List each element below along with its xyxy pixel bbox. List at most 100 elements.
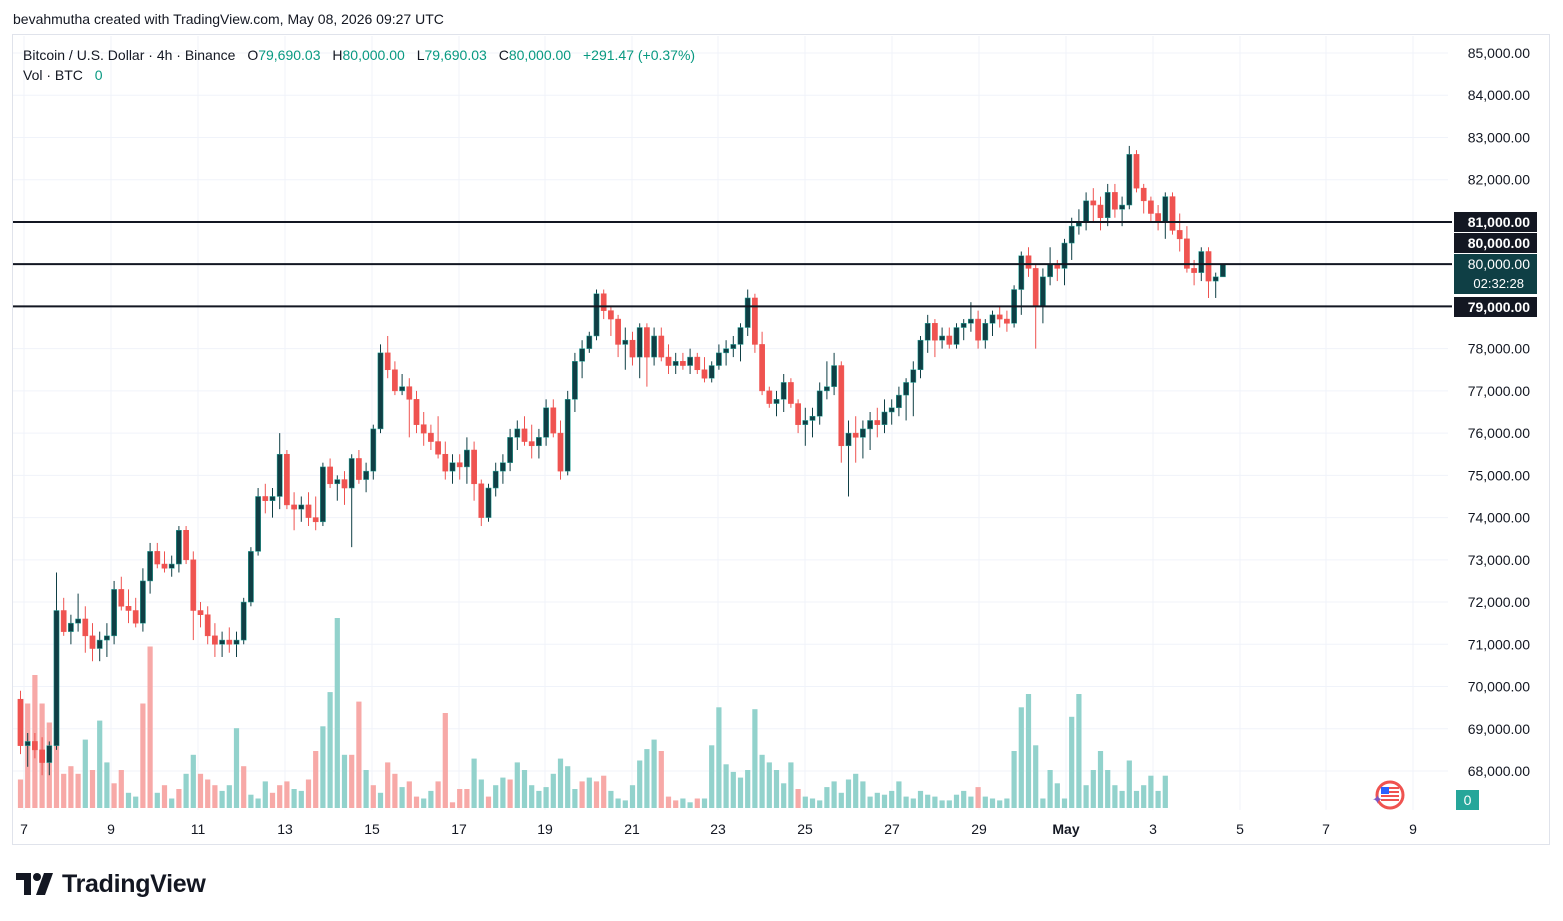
candle: [154, 542, 161, 569]
candle: [586, 331, 593, 353]
volume-bars: [17, 618, 1168, 808]
current-price-tag: [1454, 254, 1537, 294]
volume-bar: [61, 773, 67, 808]
candle-body: [168, 563, 175, 569]
high-value: 80,000.00: [342, 47, 405, 63]
volume-bar: [262, 781, 268, 808]
candle: [665, 344, 672, 374]
candle-body: [824, 386, 830, 392]
volume-bar: [896, 781, 902, 808]
volume-bar: [1162, 775, 1168, 808]
candle: [1148, 196, 1154, 222]
candle: [305, 492, 312, 527]
volume-label[interactable]: Vol · BTC: [23, 67, 83, 83]
volume-bar: [392, 773, 398, 808]
candle-body: [17, 698, 24, 746]
tradingview-logo[interactable]: TradingView: [16, 868, 206, 900]
candle-body: [111, 589, 117, 637]
candle: [910, 361, 917, 417]
candle: [46, 741, 53, 776]
x-tick-label: 23: [710, 821, 726, 837]
candle: [226, 627, 233, 653]
x-tick-label: 15: [364, 821, 380, 837]
candle-body: [1083, 200, 1089, 223]
candle: [327, 458, 333, 489]
candle: [816, 382, 823, 425]
candle-body: [82, 618, 89, 637]
volume-bar: [298, 790, 304, 808]
candle-body: [608, 310, 614, 320]
y-tick-label: 85,000.00: [1468, 45, 1530, 61]
candle-body: [226, 639, 233, 645]
candle: [82, 606, 89, 653]
volume-bar: [1112, 785, 1118, 808]
candle: [219, 631, 225, 657]
candle: [435, 416, 441, 459]
candle-body: [449, 462, 456, 472]
candle-body: [1220, 263, 1226, 278]
candle-body: [1162, 196, 1169, 223]
candle: [392, 361, 398, 396]
volume-bar: [89, 770, 96, 808]
candle: [428, 424, 434, 451]
volume-bar: [680, 798, 686, 808]
candle: [543, 399, 549, 446]
chart-legend: Bitcoin / U.S. Dollar · 4h · Binance O79…: [23, 45, 695, 85]
candle-body: [932, 323, 938, 341]
volume-bar: [255, 798, 261, 808]
chart-grid: [13, 36, 1448, 810]
volume-bar: [867, 796, 873, 808]
candle-body: [903, 382, 909, 396]
candle-body: [370, 428, 377, 472]
candle-body: [341, 479, 348, 489]
volume-bar: [226, 785, 232, 808]
volume-bar: [118, 770, 124, 808]
volume-bar: [399, 787, 405, 808]
candle: [370, 424, 377, 480]
candle-body: [75, 618, 81, 624]
volume-bar: [629, 785, 636, 808]
candle: [622, 327, 629, 370]
us-flag-icon[interactable]: ✦: [1372, 780, 1405, 810]
symbol-label[interactable]: Bitcoin / U.S. Dollar · 4h · Binance: [23, 47, 236, 63]
x-tick-label: 5: [1236, 821, 1244, 837]
candle-body: [874, 420, 881, 425]
volume-bar: [1040, 798, 1046, 808]
candle: [132, 597, 139, 628]
candle: [953, 323, 960, 349]
candle-body: [96, 639, 103, 649]
volume-bar: [435, 781, 441, 808]
candle-body: [896, 394, 902, 409]
candle-body: [752, 297, 758, 345]
candle: [744, 289, 751, 336]
volume-bar: [579, 781, 585, 808]
volume-bar: [716, 707, 722, 808]
volume-bar: [1148, 775, 1154, 808]
candle-body: [406, 386, 413, 400]
candle: [248, 547, 254, 607]
volume-bar: [449, 802, 456, 808]
candle-body: [392, 369, 398, 392]
volume-bar: [586, 777, 592, 808]
candle-body: [996, 314, 1003, 320]
candle-body: [723, 348, 729, 354]
candle: [528, 424, 535, 459]
x-tick-label: 7: [20, 821, 28, 837]
candle-body: [161, 563, 168, 569]
candle-body: [428, 432, 434, 442]
candle: [867, 412, 873, 451]
candle-body: [910, 369, 917, 383]
chart-frame[interactable]: [12, 34, 1550, 845]
y-tick-label: 74,000.00: [1468, 510, 1530, 526]
volume-bar: [277, 785, 283, 808]
candle-body: [1104, 192, 1111, 218]
volume-bar: [428, 790, 434, 808]
candle: [1169, 192, 1176, 235]
candle-body: [687, 356, 693, 366]
volume-bar: [1047, 770, 1053, 808]
y-tick-label: 68,000.00: [1468, 763, 1530, 779]
candle: [759, 331, 765, 396]
candle: [1184, 226, 1190, 273]
candle-body: [1155, 213, 1161, 223]
